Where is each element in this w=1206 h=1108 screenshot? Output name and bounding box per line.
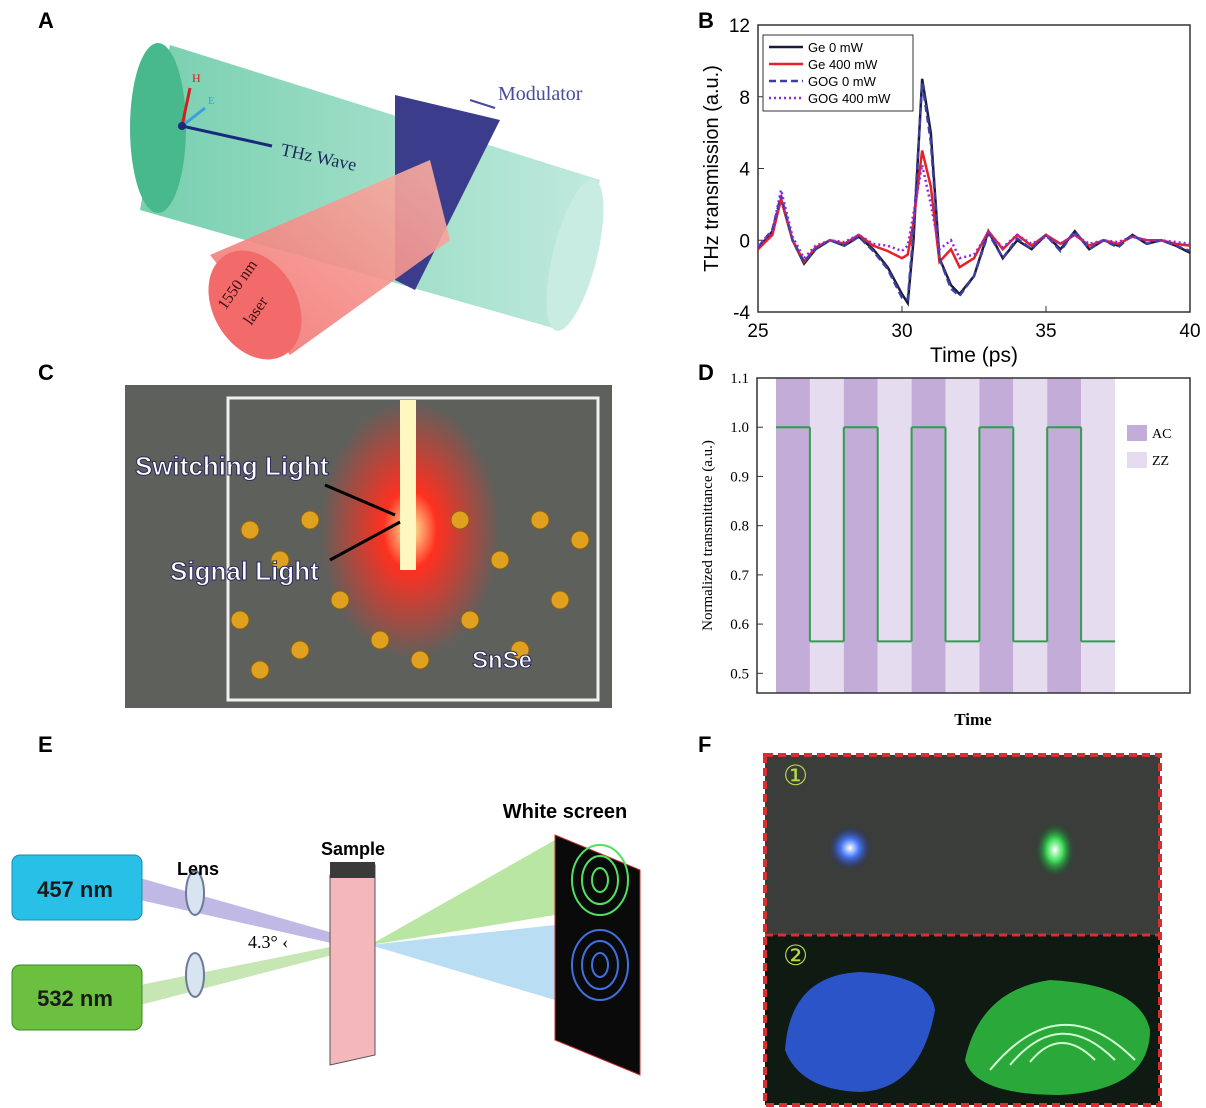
beam xyxy=(400,400,416,570)
panel-letter: B xyxy=(698,8,714,33)
y-tick-label: 0 xyxy=(739,231,750,252)
cuvette xyxy=(330,865,375,1065)
legend-swatch xyxy=(1127,452,1147,468)
x-tick-label: 35 xyxy=(1035,321,1056,342)
figure: A H E THz Wave Modulator 1550 nm laser B… xyxy=(0,0,1206,1108)
y-tick-label: 0.6 xyxy=(730,617,749,633)
x-axis-label: Time (ps) xyxy=(930,344,1018,367)
x-axis-label: Time xyxy=(954,710,992,729)
legend-label: GOG 0 mW xyxy=(808,74,877,89)
origin xyxy=(178,122,186,130)
label: Signal Light xyxy=(170,556,319,586)
legend-label: ZZ xyxy=(1152,454,1169,469)
panel-a: A H E THz Wave Modulator 1550 nm laser xyxy=(38,8,615,376)
spot xyxy=(1035,822,1075,878)
panel-letter: C xyxy=(38,360,54,385)
line-series xyxy=(758,151,1190,268)
label: SnSe xyxy=(472,647,532,674)
beam xyxy=(140,878,340,945)
legend-swatch xyxy=(1127,425,1147,441)
y-tick-label: 1.1 xyxy=(730,371,749,387)
cap xyxy=(330,862,375,878)
label: ② xyxy=(783,940,808,971)
label: Lens xyxy=(177,859,219,879)
beam-start xyxy=(130,43,186,213)
legend-label: AC xyxy=(1152,427,1171,442)
panel-letter: E xyxy=(38,732,53,757)
line-series xyxy=(758,82,1190,299)
label: Sample xyxy=(321,839,385,859)
panel-c: C Switching Light Signal Light SnSe xyxy=(38,360,612,708)
band xyxy=(912,378,946,693)
y-tick-label: 0.7 xyxy=(730,568,749,584)
band xyxy=(946,378,980,693)
x-tick-label: 40 xyxy=(1179,321,1200,342)
band xyxy=(1047,378,1081,693)
label: 532 nm xyxy=(37,986,113,1011)
label: ① xyxy=(783,760,808,791)
label: White screen xyxy=(503,801,627,823)
y-tick-label: 12 xyxy=(729,16,750,37)
band xyxy=(1081,378,1115,693)
label: 457 nm xyxy=(37,877,113,902)
panel-letter: A xyxy=(38,8,54,33)
pointer xyxy=(470,100,495,108)
x-tick-label: 30 xyxy=(891,321,912,342)
band xyxy=(776,378,810,693)
y-tick-label: 4 xyxy=(739,160,750,181)
legend-label: Ge 400 mW xyxy=(808,57,878,72)
band xyxy=(1013,378,1047,693)
y-tick-label: 0.8 xyxy=(730,519,749,535)
y-axis-label: Normalized transmittance (a.u.) xyxy=(700,440,716,631)
label: Modulator xyxy=(498,83,583,105)
y-tick-label: 0.9 xyxy=(730,469,749,485)
panel-letter: F xyxy=(698,732,711,757)
x-tick-label: 25 xyxy=(747,321,768,342)
band xyxy=(810,378,844,693)
panel-e: E 457 nm 532 nm Lens Sample 4.3° ‹ White… xyxy=(12,732,640,1075)
label: E xyxy=(208,95,215,107)
panel-d: D 0.5 0.6 0.7 0.8 0.9 1.0 1.1 AC ZZ Time Normalize… xyxy=(698,360,1190,729)
label: H xyxy=(192,71,201,85)
image-top xyxy=(765,755,1160,935)
legend-label: Ge 0 mW xyxy=(808,40,864,55)
band xyxy=(844,378,878,693)
panel-f: F ① ② xyxy=(698,732,1160,1105)
legend-label: GOG 400 mW xyxy=(808,91,891,106)
label: 4.3° ‹ xyxy=(248,932,288,952)
beam xyxy=(140,945,340,1005)
y-tick-label: 8 xyxy=(739,88,750,109)
band xyxy=(878,378,912,693)
spot xyxy=(828,826,872,870)
label: Switching Light xyxy=(135,451,329,481)
line-series xyxy=(758,79,1190,303)
y-axis-label: THz transmission (a.u.) xyxy=(701,65,723,272)
panel-letter: D xyxy=(698,360,714,385)
band xyxy=(979,378,1013,693)
lens xyxy=(186,953,204,997)
y-tick-label: 1.0 xyxy=(730,420,749,436)
y-tick-label: 0.5 xyxy=(730,666,749,682)
